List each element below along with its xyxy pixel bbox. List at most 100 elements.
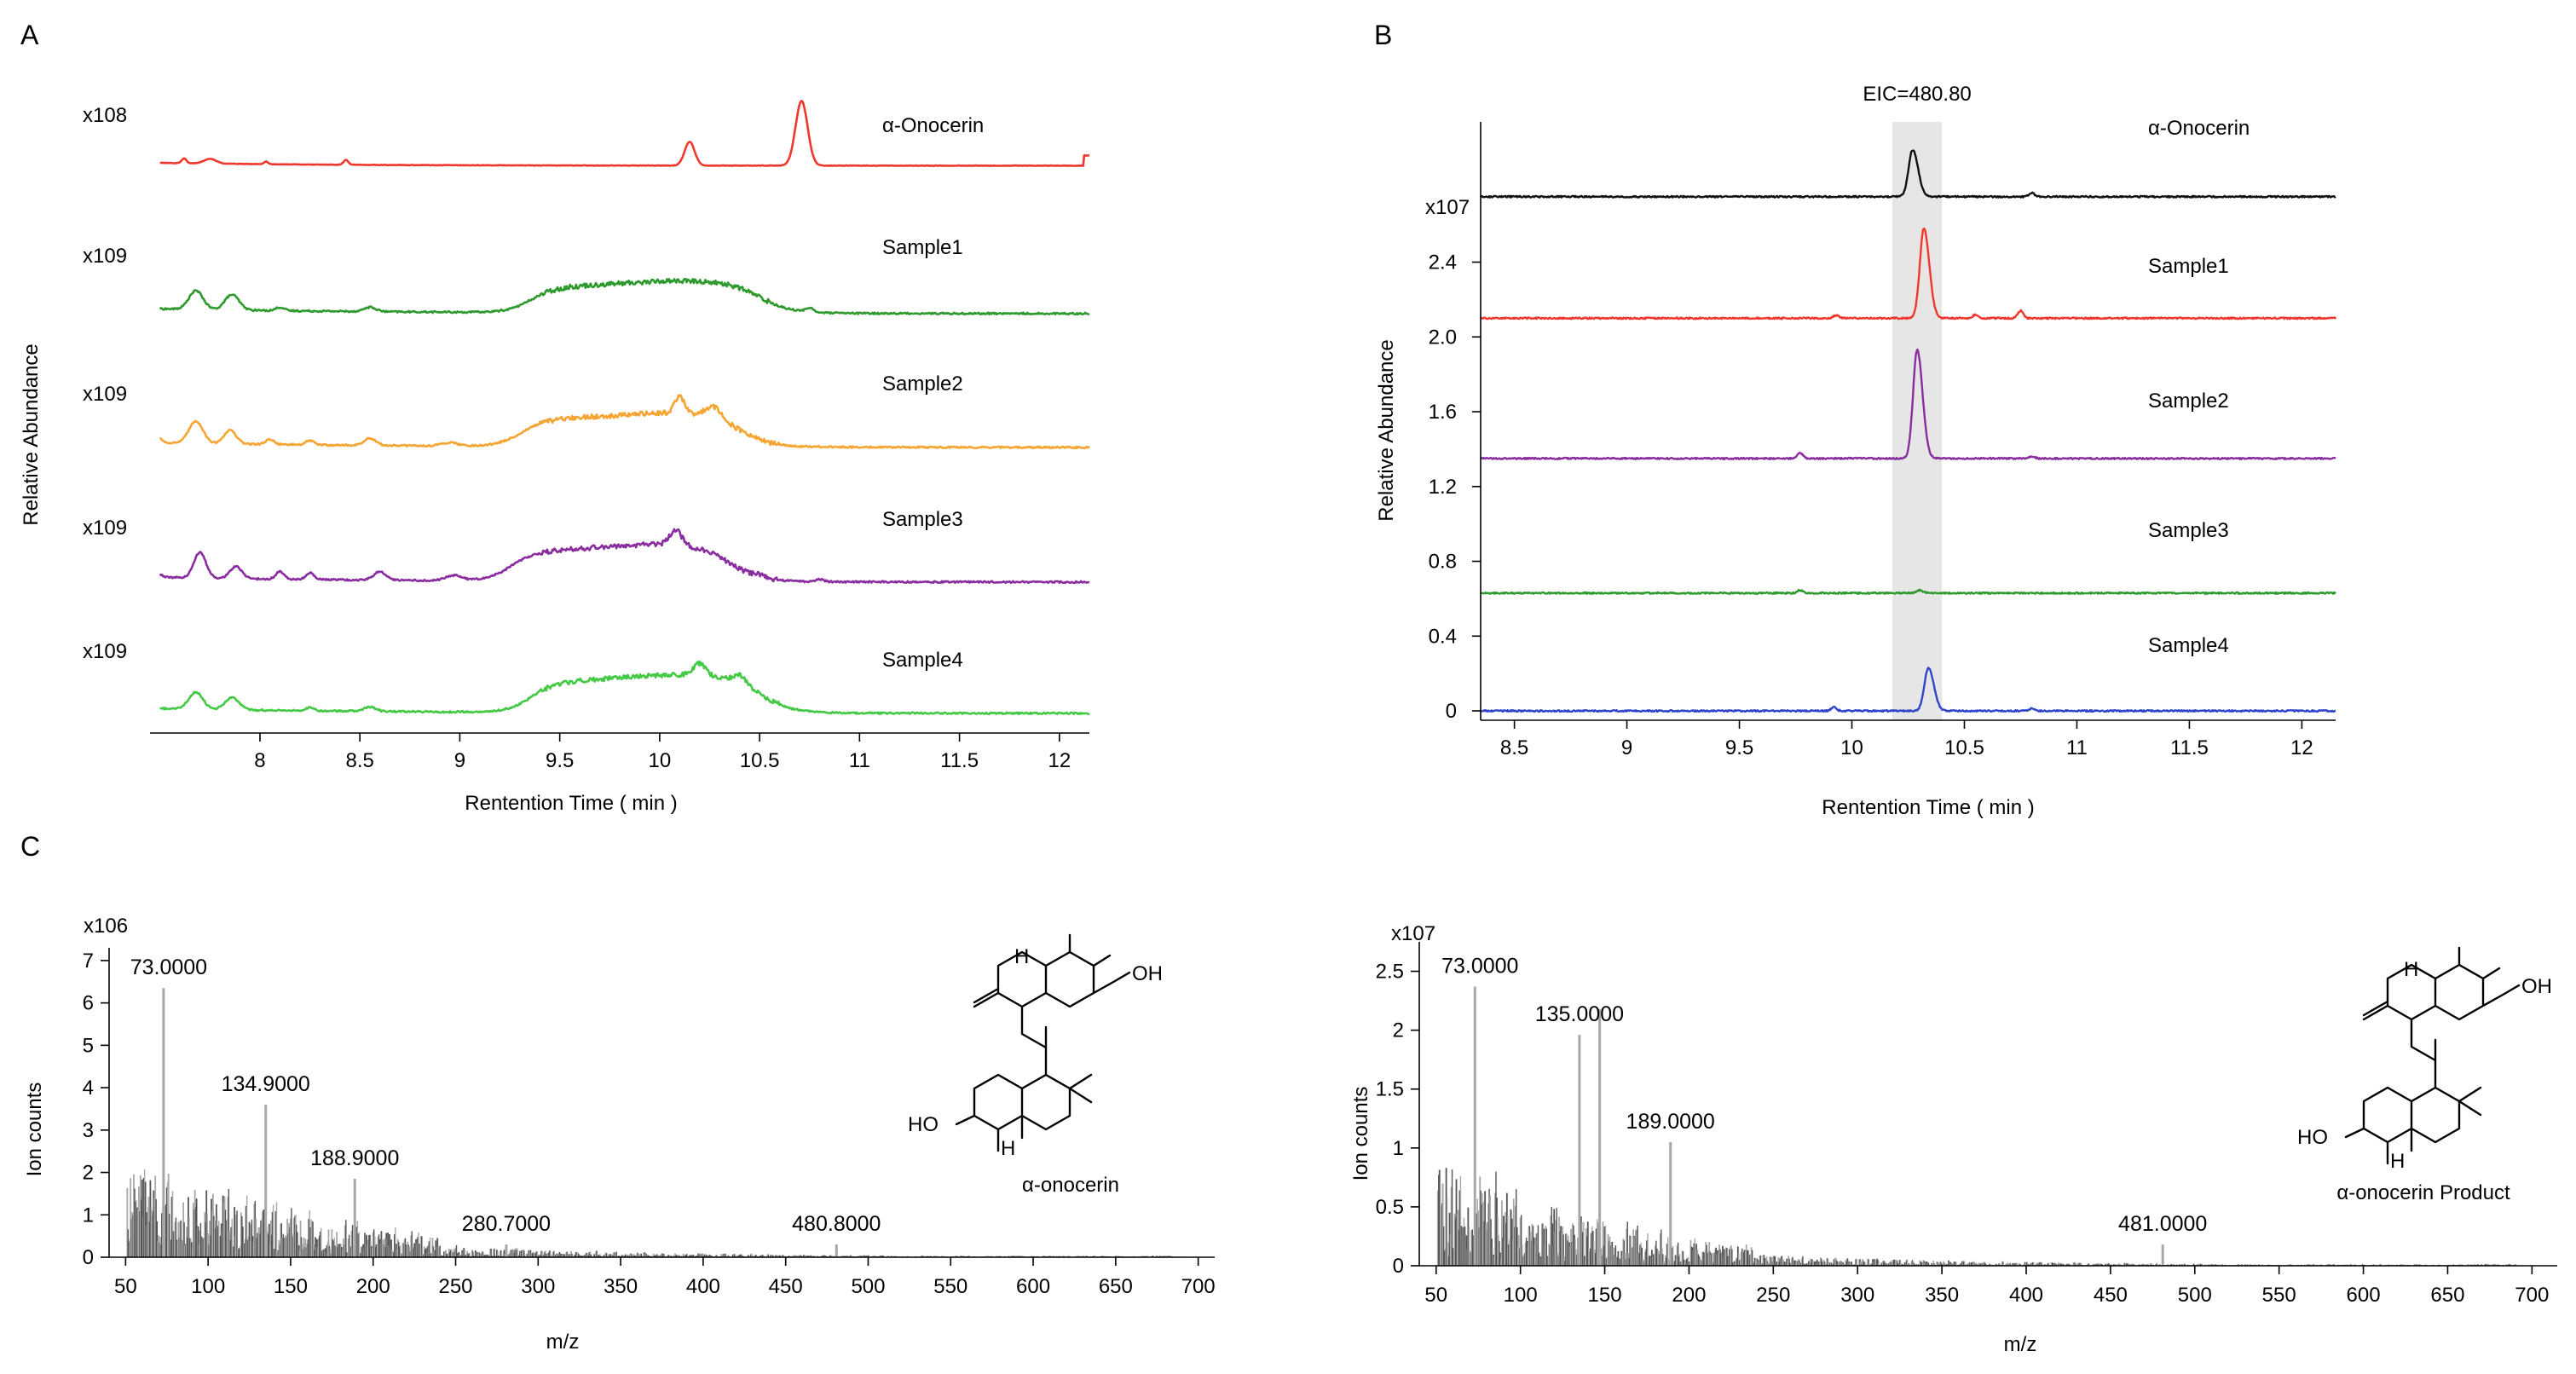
a-xtick-label: 9.5 [546, 749, 574, 772]
b-xtick-label: 10 [1840, 736, 1863, 759]
c1-xtick-label: 300 [521, 1275, 555, 1298]
c1-xtick-label: 150 [274, 1275, 308, 1298]
panel-a-x-ticks: 8 8.5 9 9.5 10 10.5 11 11.5 12 [254, 733, 1071, 772]
structure-1-oh: OH [1132, 962, 1163, 985]
c1-xtick-label: 50 [114, 1275, 137, 1298]
b-ytick-label: 0 [1446, 700, 1457, 723]
b-xtick-label: 8.5 [1500, 736, 1528, 759]
panel-a-scale-labels: x108 x109 x109 x109 x109 [83, 104, 127, 663]
c2-peak-label: 73.0000 [1441, 955, 1518, 979]
c2-ytick-label: 2 [1393, 1019, 1404, 1042]
c1-peak-label: 480.8000 [792, 1212, 881, 1236]
c2-xtick-label: 150 [1588, 1284, 1622, 1307]
c1-ytick-label: 3 [83, 1119, 94, 1142]
spectrum-2-y-ticks: 0 0.5 1 1.5 2 2.5 [1376, 961, 1419, 1278]
c1-peak-label: 280.7000 [462, 1212, 551, 1236]
c2-xtick-label: 300 [1840, 1284, 1874, 1307]
spectrum-1-bars [126, 988, 1183, 1257]
a-scale-3: x109 [83, 383, 127, 406]
compound-label-2: α-onocerin Product [2336, 1181, 2510, 1204]
eic-label: EIC=480.80 [1863, 83, 1971, 106]
c1-xtick-label: 200 [356, 1275, 390, 1298]
c1-xtick-label: 350 [604, 1275, 638, 1298]
c2-xtick-label: 700 [2515, 1284, 2549, 1307]
c1-xtick-label: 400 [686, 1275, 720, 1298]
c1-xtick-label: 700 [1181, 1275, 1216, 1298]
spectrum-2-peak-labels: 73.0000 135.0000 189.0000 481.0000 [1441, 955, 2207, 1237]
spectrum-1-scale-label: x106 [84, 915, 128, 938]
panel-b: B EIC=480.80 Relative Abundance Rententi… [1374, 20, 2337, 819]
c2-peak-label: 481.0000 [2118, 1212, 2207, 1236]
b-series-label-4: Sample3 [2148, 519, 2229, 542]
panel-b-y-ticks: 0 0.4 0.8 1.2 1.6 2.0 2.4 [1429, 251, 1481, 723]
c2-xtick-label: 250 [1756, 1284, 1790, 1307]
spectrum-1-xlabel: m/z [546, 1331, 580, 1354]
b-trace-2 [1480, 228, 2337, 320]
a-series-label-4: Sample3 [882, 508, 963, 531]
b-xtick-label: 9 [1621, 736, 1632, 759]
c1-peak-label: 73.0000 [130, 955, 207, 979]
a-scale-4: x109 [83, 517, 127, 540]
c2-xtick-label: 400 [2009, 1284, 2043, 1307]
a-xtick-label: 12 [1048, 749, 1071, 772]
c1-peak-label: 134.9000 [222, 1072, 310, 1096]
c2-ytick-label: 2.5 [1376, 961, 1404, 984]
b-ytick-label: 0.4 [1429, 625, 1457, 648]
b-ytick-label: 1.6 [1429, 401, 1457, 424]
a-xtick-label: 11.5 [940, 749, 979, 772]
a-series-label-3: Sample2 [882, 372, 963, 395]
panel-b-ylabel: Relative Abundance [1375, 339, 1398, 522]
a-scale-5: x109 [83, 640, 127, 663]
a-xtick-label: 11 [849, 749, 870, 772]
c1-xtick-label: 100 [191, 1275, 225, 1298]
compound-label-1: α-onocerin [1022, 1174, 1119, 1197]
b-series-label-3: Sample2 [2148, 390, 2229, 413]
c2-xtick-label: 550 [2262, 1284, 2296, 1307]
b-trace-5 [1480, 667, 2336, 713]
c2-peak-label: 135.0000 [1535, 1002, 1624, 1026]
panel-letter-a: A [20, 20, 39, 50]
a-trace-5 [159, 660, 1090, 716]
c2-ytick-label: 0.5 [1376, 1196, 1404, 1219]
c1-ytick-label: 2 [83, 1162, 94, 1185]
panel-a-ylabel: Relative Abundance [20, 344, 43, 526]
c1-xtick-label: 650 [1099, 1275, 1133, 1298]
c2-xtick-label: 450 [2094, 1284, 2128, 1307]
c1-xtick-label: 600 [1016, 1275, 1050, 1298]
c2-xtick-label: 200 [1672, 1284, 1706, 1307]
spectrum-2: x107 Ion counts m/z 73.0000 135.0000 189.0… [1349, 922, 2557, 1356]
b-trace-4 [1480, 588, 2336, 595]
c1-ytick-label: 0 [83, 1246, 94, 1269]
spectrum-2-scale-label: x107 [1391, 922, 1435, 945]
panel-letter-c: C [20, 831, 40, 862]
panel-a-series-labels: α-Onocerin Sample1 Sample2 Sample3 Sample4 [882, 114, 984, 672]
b-ytick-label: 1.2 [1429, 476, 1457, 499]
spectrum-2-ylabel: Ion counts [1349, 1087, 1372, 1181]
b-ytick-label: 0.8 [1429, 551, 1457, 574]
b-series-label-1: α-Onocerin [2148, 117, 2250, 140]
panel-b-traces [1480, 149, 2337, 713]
a-scale-1: x108 [83, 104, 127, 127]
spectrum-1: x106 Ion counts m/z 73.0000 134.9000 188.9… [23, 915, 1216, 1354]
c1-xtick-label: 500 [851, 1275, 885, 1298]
structure-1-h-top: H [1014, 945, 1029, 968]
b-xtick-label: 10.5 [1944, 736, 1984, 759]
c2-xtick-label: 50 [1424, 1284, 1447, 1307]
b-ytick-label: 2.0 [1429, 326, 1457, 349]
c2-ytick-label: 1.5 [1376, 1078, 1404, 1101]
panel-a-xlabel: Rentention Time ( min ) [465, 792, 677, 815]
a-xtick-label: 10.5 [740, 749, 780, 772]
c2-xtick-label: 600 [2347, 1284, 2381, 1307]
spectrum-2-xlabel: m/z [2004, 1333, 2037, 1356]
panel-letter-b: B [1374, 20, 1392, 50]
structure-2-ho: HO [2297, 1126, 2328, 1149]
spectrum-2-x-ticks: 50 100 150 200 250 300 350 400 450 500 550 600 650 70… [1424, 1266, 2549, 1307]
panel-a-traces [159, 100, 1090, 716]
a-xtick-label: 10 [649, 749, 672, 772]
onocerin-structure-1: H OH HO H [908, 933, 1163, 1160]
c2-ytick-label: 0 [1393, 1255, 1404, 1278]
c2-xtick-label: 350 [1925, 1284, 1959, 1307]
a-series-label-2: Sample1 [882, 236, 963, 259]
panel-c: C x106 Ion counts m/z 73.0000 134.9000 188… [20, 831, 2557, 1356]
